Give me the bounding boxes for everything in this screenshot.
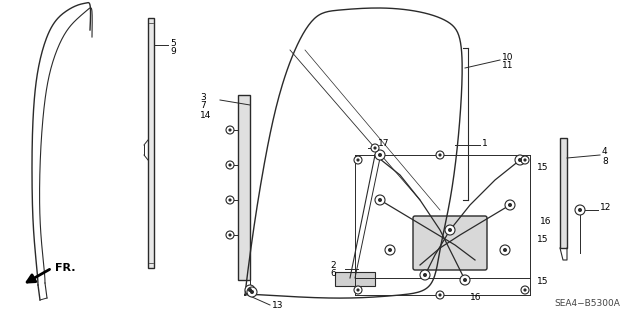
- Text: 3: 3: [200, 93, 205, 101]
- Circle shape: [524, 288, 527, 292]
- Circle shape: [521, 286, 529, 294]
- Circle shape: [385, 245, 395, 255]
- Circle shape: [575, 205, 585, 215]
- Circle shape: [578, 208, 582, 212]
- Circle shape: [460, 275, 470, 285]
- Circle shape: [245, 285, 255, 295]
- Text: 5: 5: [170, 39, 176, 48]
- FancyBboxPatch shape: [560, 138, 567, 248]
- Text: 11: 11: [502, 62, 513, 70]
- Circle shape: [375, 150, 385, 160]
- Text: 16: 16: [470, 293, 481, 302]
- Circle shape: [371, 144, 379, 152]
- Circle shape: [228, 198, 232, 202]
- Text: 15: 15: [537, 278, 548, 286]
- Circle shape: [500, 245, 510, 255]
- Circle shape: [518, 158, 522, 162]
- Text: 13: 13: [272, 300, 284, 309]
- Circle shape: [373, 146, 376, 150]
- Text: 10: 10: [502, 54, 513, 63]
- Circle shape: [354, 286, 362, 294]
- Circle shape: [388, 248, 392, 252]
- Circle shape: [438, 293, 442, 297]
- Text: 15: 15: [537, 235, 548, 244]
- Text: 6: 6: [330, 270, 336, 278]
- Text: 1: 1: [482, 138, 488, 147]
- Circle shape: [248, 288, 252, 292]
- Text: 2: 2: [330, 261, 335, 270]
- Text: 15: 15: [537, 164, 548, 173]
- Text: 17: 17: [378, 138, 390, 147]
- Circle shape: [445, 225, 455, 235]
- Circle shape: [226, 196, 234, 204]
- Circle shape: [356, 159, 360, 162]
- Circle shape: [436, 151, 444, 159]
- Circle shape: [356, 288, 360, 292]
- Circle shape: [375, 195, 385, 205]
- Circle shape: [250, 290, 254, 294]
- Text: 16: 16: [540, 218, 552, 226]
- Circle shape: [228, 234, 232, 237]
- Circle shape: [228, 163, 232, 167]
- Circle shape: [354, 156, 362, 164]
- Circle shape: [505, 200, 515, 210]
- Text: 12: 12: [600, 204, 611, 212]
- Text: 9: 9: [170, 48, 176, 56]
- Text: 8: 8: [602, 157, 608, 166]
- Circle shape: [515, 155, 525, 165]
- Text: 7: 7: [200, 101, 205, 110]
- FancyBboxPatch shape: [413, 216, 487, 270]
- Circle shape: [423, 273, 427, 277]
- FancyBboxPatch shape: [238, 95, 250, 280]
- Circle shape: [503, 248, 507, 252]
- Circle shape: [448, 228, 452, 232]
- Circle shape: [438, 153, 442, 157]
- Circle shape: [226, 231, 234, 239]
- FancyBboxPatch shape: [148, 18, 154, 268]
- Circle shape: [378, 153, 382, 157]
- Circle shape: [226, 126, 234, 134]
- Circle shape: [226, 161, 234, 169]
- Circle shape: [521, 156, 529, 164]
- Circle shape: [524, 159, 527, 162]
- Circle shape: [228, 129, 232, 132]
- Circle shape: [378, 198, 382, 202]
- Text: 14: 14: [200, 110, 211, 120]
- Text: FR.: FR.: [55, 263, 76, 273]
- Circle shape: [420, 270, 430, 280]
- Circle shape: [463, 278, 467, 282]
- Circle shape: [436, 291, 444, 299]
- Text: SEA4−B5300A: SEA4−B5300A: [554, 299, 620, 308]
- Circle shape: [508, 203, 512, 207]
- FancyBboxPatch shape: [335, 272, 375, 286]
- Circle shape: [247, 287, 257, 297]
- Text: 4: 4: [602, 147, 607, 157]
